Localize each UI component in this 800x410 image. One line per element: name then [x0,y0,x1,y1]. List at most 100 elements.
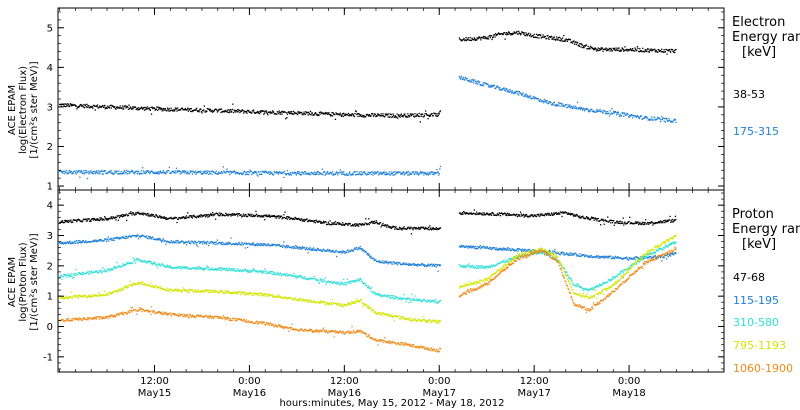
data-point [629,267,631,269]
data-point [292,110,294,113]
data-point [60,242,62,244]
data-point [343,250,345,253]
data-point [303,277,305,279]
data-point [314,248,316,250]
data-point [387,262,389,264]
data-point [72,172,74,174]
data-point [174,217,176,219]
data-point [559,40,561,42]
data-point [396,171,398,173]
data-point [242,172,245,174]
data-point [574,214,576,217]
data-point [115,219,117,221]
data-point [75,173,77,175]
data-point [432,263,434,265]
data-point [253,172,255,174]
data-point [422,172,424,174]
data-point [478,267,480,269]
data-point [172,267,175,269]
data-point [496,214,498,217]
data-point [602,218,604,221]
data-point [229,173,231,176]
data-point [401,229,403,231]
data-point [651,222,653,224]
data-point [480,265,482,267]
data-point [63,273,65,276]
data-point [517,91,519,93]
data-point [211,173,213,175]
data-point [232,103,234,105]
data-point [526,35,528,37]
data-point [540,252,542,254]
data-point [126,173,128,175]
data-point [417,115,419,117]
data-point [176,110,178,112]
data-point [207,244,210,247]
data-point [124,171,126,173]
data-point [170,267,172,269]
data-point [249,270,251,272]
data-point [537,34,539,36]
data-point [293,246,296,248]
data-point [622,222,624,224]
data-point [515,32,517,34]
data-point [663,120,665,122]
data-point [284,211,286,213]
data-point [480,212,483,215]
data-point [499,212,501,215]
data-point [96,270,98,272]
data-point [252,171,254,174]
data-point [300,248,302,250]
data-point [344,252,347,254]
data-point [320,278,322,280]
data-point [640,259,642,261]
data-point [263,170,265,173]
data-point [514,91,516,93]
data-point [511,90,513,92]
data-point [284,111,286,113]
data-point [98,240,100,242]
data-point [299,219,301,221]
data-point [529,34,531,37]
data-point [173,171,175,173]
data-point [169,265,172,267]
data-point [528,32,530,34]
data-point [530,95,532,97]
data-point [577,285,579,287]
data-point [285,174,287,176]
data-point [234,173,236,175]
data-point [80,105,83,107]
data-point [375,115,377,118]
data-point [283,176,285,179]
data-point [665,118,668,120]
data-point [149,173,151,175]
data-point [212,268,214,270]
data-point [435,172,437,174]
data-point [410,113,412,115]
data-point [368,218,370,220]
data-point [105,219,108,221]
data-point [595,48,597,50]
data-point [216,213,219,215]
data-point [152,236,154,238]
data-point [267,171,270,174]
data-point [646,48,649,50]
data-point [269,272,271,274]
data-point [359,115,361,117]
data-point [405,300,407,303]
data-point [348,283,350,285]
data-point [412,298,414,300]
data-point [72,277,74,279]
data-point [203,105,205,107]
data-point [120,171,122,173]
data-point [596,108,598,111]
data-point [293,111,296,113]
data-point [483,36,485,38]
data-point [388,225,390,227]
data-point [162,239,164,241]
data-point [360,249,363,251]
data-point [241,174,243,176]
data-point [228,243,230,245]
data-point [244,170,246,173]
data-point [90,220,92,222]
